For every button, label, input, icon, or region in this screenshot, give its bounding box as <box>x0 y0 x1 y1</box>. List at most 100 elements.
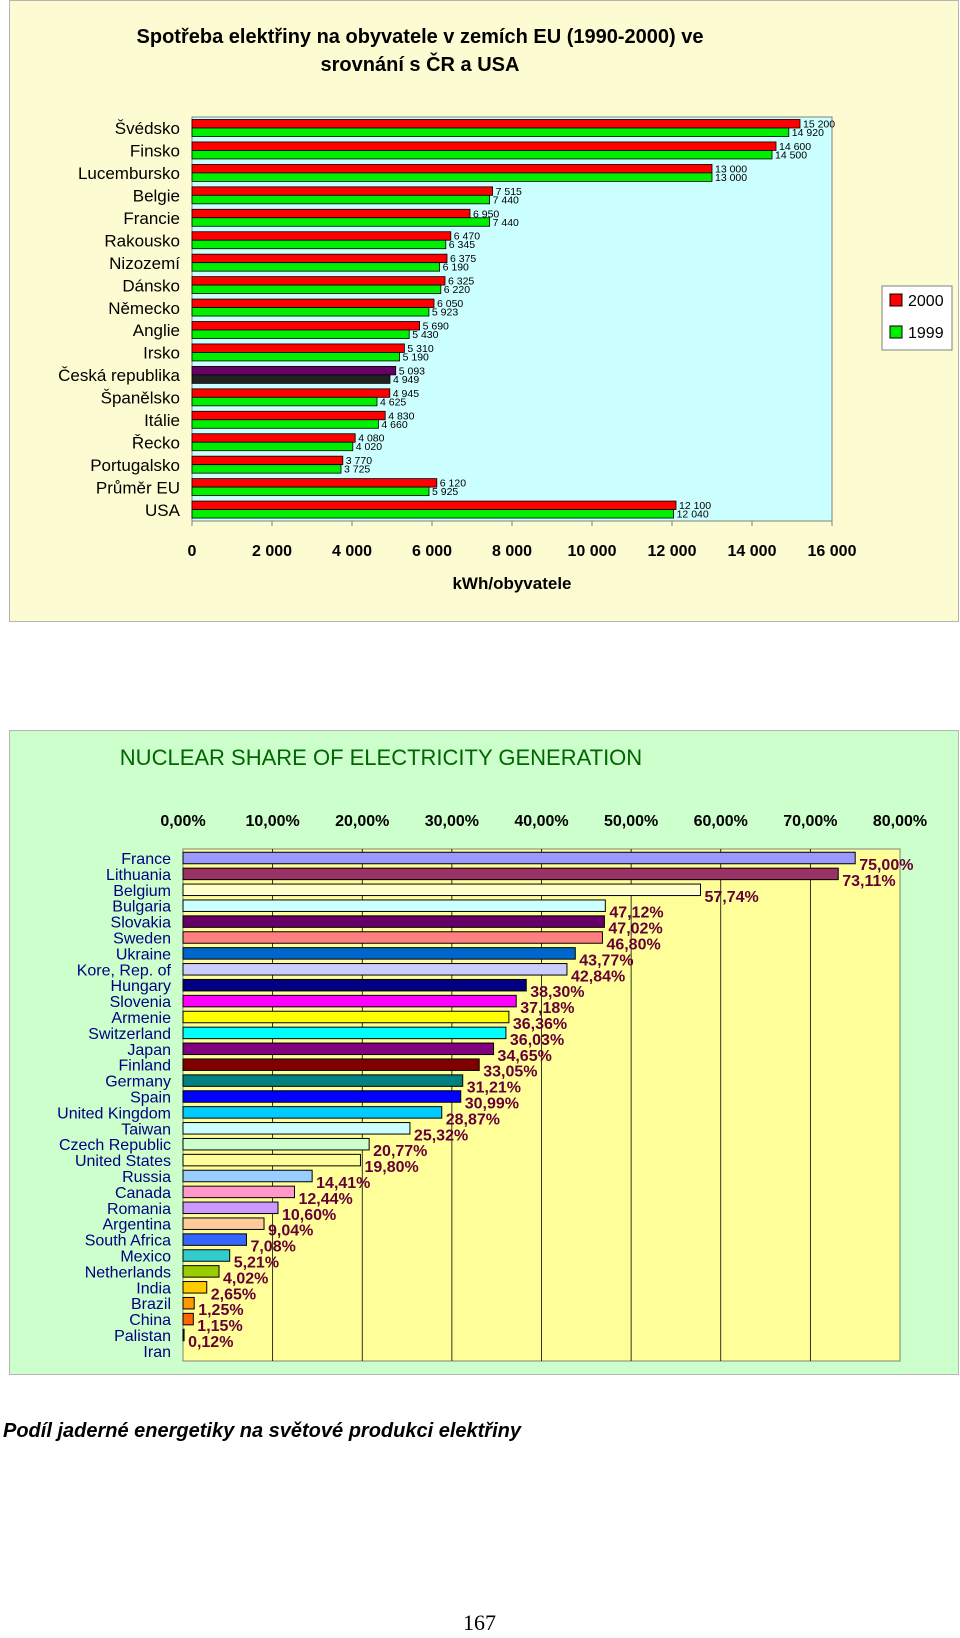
data-label: 13 000 <box>715 172 747 184</box>
bar <box>182 1312 194 1326</box>
data-label: 15 200 <box>803 119 835 131</box>
bar <box>182 1026 507 1040</box>
nuclear-share-chart: NUCLEAR SHARE OF ELECTRICITY GENERATION … <box>9 730 959 1375</box>
data-label: 47,12% <box>609 905 663 922</box>
category-label: Irsko <box>143 344 180 363</box>
bar <box>182 978 527 992</box>
bar <box>191 217 491 227</box>
x-tick-label: 0,00% <box>160 813 205 830</box>
data-label: 57,74% <box>704 889 758 906</box>
category-label: Řecko <box>132 433 180 452</box>
category-label: China <box>129 1312 171 1329</box>
bar <box>191 194 491 205</box>
bar <box>182 883 701 897</box>
bar <box>191 419 379 429</box>
data-label: 1,15% <box>197 1318 242 1335</box>
bar <box>182 1106 443 1119</box>
x-tick-label: 2 000 <box>252 543 292 560</box>
data-label: 75,00% <box>859 857 913 874</box>
x-tick-label: 6 000 <box>412 543 452 560</box>
bar <box>182 1169 313 1183</box>
x-axis-label: kWh/obyvatele <box>452 574 571 593</box>
category-label: Canada <box>115 1185 171 1202</box>
bar <box>182 1233 247 1246</box>
bar <box>191 239 447 250</box>
bar <box>191 374 391 384</box>
category-label: Průměr EU <box>96 478 180 497</box>
bar <box>182 1122 411 1135</box>
nuclear-share-plot: 0,00% 10,00% 20,00% 30,00% 40,00% 50,00% 60,00… <box>57 813 927 1362</box>
data-label: 36,36% <box>513 1016 567 1033</box>
category-label: Hungary <box>111 978 171 995</box>
bar <box>191 396 378 407</box>
category-label: Iran <box>143 1344 171 1361</box>
data-label: 7 440 <box>493 217 519 229</box>
data-label: 4,02% <box>223 1270 268 1287</box>
x-tick-label: 60,00% <box>694 813 748 830</box>
data-label: 3 725 <box>344 464 370 476</box>
category-label: Armenie <box>111 1010 171 1027</box>
bar <box>191 500 677 510</box>
bar <box>191 284 442 295</box>
category-label: Slovenia <box>110 994 171 1011</box>
data-label: 7 515 <box>496 186 522 198</box>
category-label: Ukraine <box>116 946 171 963</box>
bar <box>191 150 773 160</box>
category-label: Czech Republic <box>59 1137 171 1154</box>
category-label: Switzerland <box>88 1026 171 1043</box>
category-label: Brazil <box>131 1296 171 1313</box>
bar <box>191 388 391 398</box>
bar <box>191 410 386 421</box>
category-label: Itálie <box>144 411 180 430</box>
data-label: 6 950 <box>473 208 499 220</box>
bar <box>191 343 405 353</box>
bar <box>191 172 713 182</box>
data-label: 5 925 <box>432 486 458 498</box>
bar <box>191 276 446 286</box>
bar <box>182 1042 495 1056</box>
category-label: Portugalsko <box>90 456 180 475</box>
bar <box>191 119 801 129</box>
category-label: Dánsko <box>122 276 180 295</box>
data-label: 34,65% <box>498 1048 552 1065</box>
legend-swatch <box>889 293 903 307</box>
bar <box>191 307 430 317</box>
category-label: Finsko <box>130 142 180 161</box>
category-label: Nizozemí <box>109 254 180 273</box>
category-label: Lithuania <box>106 867 171 884</box>
bar <box>182 1137 370 1151</box>
plot-area <box>191 116 833 522</box>
category-label: Spain <box>130 1090 171 1107</box>
x-tick-label: 30,00% <box>425 813 479 830</box>
category-label: Španělsko <box>101 389 180 408</box>
category-label: Germany <box>105 1074 171 1091</box>
data-label: 9,04% <box>268 1223 313 1240</box>
bar <box>191 433 356 443</box>
bar <box>182 1185 295 1199</box>
bar <box>182 1281 208 1294</box>
category-label: Palistan <box>114 1328 171 1345</box>
bar <box>191 365 397 376</box>
data-label: 5 430 <box>412 329 438 341</box>
data-label: 13 000 <box>715 163 747 175</box>
bar <box>182 1010 510 1024</box>
category-label: France <box>121 851 171 868</box>
bar <box>191 352 401 362</box>
x-tick-label: 20,00% <box>335 813 389 830</box>
chart-title: NUCLEAR SHARE OF ELECTRICITY GENERATION <box>119 745 643 770</box>
bar <box>191 441 354 452</box>
category-label: Sweden <box>113 931 171 948</box>
data-label: 28,87% <box>446 1111 500 1128</box>
x-tick-label: 14 000 <box>728 543 777 560</box>
x-tick-label: 50,00% <box>604 813 658 830</box>
x-tick-label: 10,00% <box>245 813 299 830</box>
data-label: 33,05% <box>483 1064 537 1081</box>
bar <box>191 253 448 264</box>
bar <box>191 486 430 497</box>
category-label: Finland <box>119 1058 171 1075</box>
bar <box>191 186 494 196</box>
bar <box>182 1153 361 1167</box>
data-label: 38,30% <box>530 984 584 1001</box>
bar <box>191 208 471 219</box>
data-label: 7,08% <box>250 1239 295 1256</box>
